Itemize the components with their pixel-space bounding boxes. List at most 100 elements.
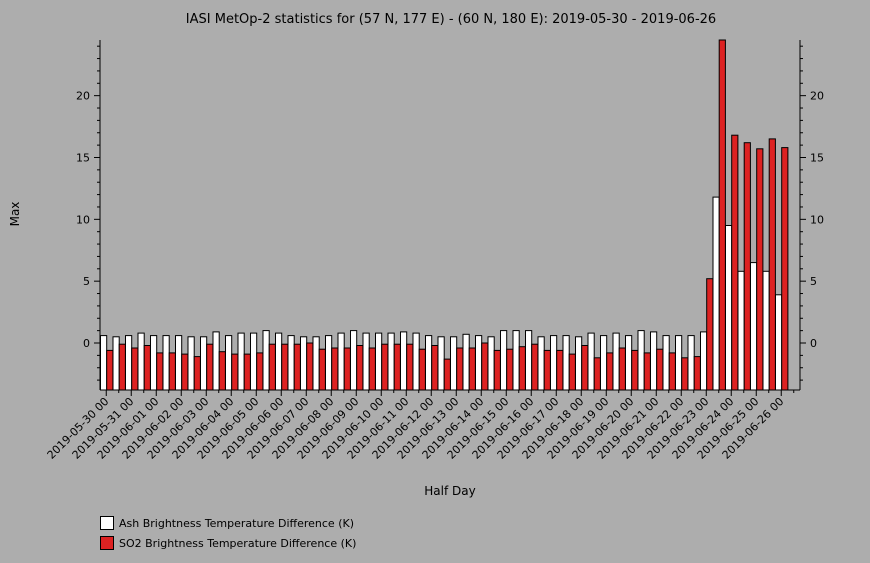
so2-bar-46	[681, 357, 689, 391]
ash-bar-2	[125, 335, 133, 391]
so2-bar-34	[531, 343, 539, 391]
ash-bar-37	[562, 335, 570, 391]
so2-bar-48	[706, 278, 714, 391]
so2-bar-5	[168, 352, 176, 391]
legend-item-ash: Ash Brightness Temperature Difference (K…	[100, 513, 356, 533]
y-tick-label-right-5: 5	[810, 275, 817, 288]
so2-bar-14	[281, 343, 289, 391]
so2-bar-33	[518, 346, 526, 391]
ash-bar-6	[175, 335, 183, 391]
ash-bar-51	[737, 270, 745, 391]
ash-bar-34	[525, 330, 533, 391]
so2-bar-3	[143, 345, 151, 391]
ash-bar-25	[412, 332, 420, 391]
ash-bar-23	[387, 332, 395, 391]
so2-bar-35	[543, 349, 551, 391]
ash-bar-3	[137, 332, 145, 391]
x-axis-label: Half Day	[424, 484, 475, 498]
ash-bar-26	[425, 335, 433, 391]
ash-bar-17	[312, 336, 320, 391]
y-tick-label-right-15: 15	[810, 151, 824, 164]
so2-bar-30	[481, 342, 489, 391]
ash-bar-52	[750, 262, 758, 391]
ash-bar-24	[400, 331, 408, 391]
so2-bar-53	[768, 138, 776, 391]
so2-bar-41	[618, 347, 626, 391]
y-tick-label-right-10: 10	[810, 213, 824, 226]
ash-bar-20	[350, 330, 358, 391]
ash-bar-12	[250, 332, 258, 391]
ash-bar-46	[675, 335, 683, 391]
so2-bar-24	[406, 343, 414, 391]
so2-bar-10	[231, 353, 239, 391]
y-tick-label-right-0: 0	[810, 337, 817, 350]
legend: Ash Brightness Temperature Difference (K…	[100, 513, 356, 553]
bars-group	[100, 39, 789, 391]
so2-bar-15	[293, 343, 301, 391]
ash-bar-32	[500, 330, 508, 391]
ash-bar-4	[150, 335, 158, 391]
so2-bar-29	[468, 347, 476, 391]
ash-bar-30	[475, 335, 483, 391]
y-tick-label-right-20: 20	[810, 90, 824, 103]
so2-bar-13	[268, 343, 276, 391]
so2-bar-37	[568, 353, 576, 391]
so2-bar-40	[606, 352, 614, 391]
ash-bar-45	[662, 335, 670, 391]
ash-bar-21	[362, 332, 370, 391]
so2-bar-2	[131, 347, 139, 391]
so2-bar-28	[456, 347, 464, 391]
so2-bar-36	[556, 349, 564, 391]
ash-bar-38	[575, 336, 583, 391]
ash-bar-7	[187, 336, 195, 391]
ash-bar-8	[200, 336, 208, 391]
so2-bar-19	[343, 347, 351, 391]
so2-bar-20	[356, 345, 364, 391]
so2-bar-51	[743, 142, 751, 391]
so2-bar-52	[756, 148, 764, 391]
ash-bar-43	[637, 330, 645, 391]
so2-bar-32	[506, 348, 514, 391]
ash-bar-33	[512, 330, 520, 391]
ash-bar-49	[712, 196, 720, 391]
so2-bar-23	[393, 343, 401, 391]
legend-swatch-ash	[100, 516, 114, 530]
ash-bar-19	[337, 332, 345, 391]
ash-bar-22	[375, 332, 383, 391]
ash-bar-29	[462, 333, 470, 391]
so2-bar-26	[431, 345, 439, 391]
ash-bar-13	[262, 330, 270, 391]
ash-bar-53	[762, 270, 770, 391]
legend-swatch-so2	[100, 536, 114, 550]
so2-bar-12	[256, 352, 264, 391]
so2-bar-43	[643, 352, 651, 391]
so2-bar-39	[593, 357, 601, 391]
ash-bar-11	[237, 332, 245, 391]
ash-bar-28	[450, 336, 458, 391]
so2-bar-22	[381, 343, 389, 391]
ash-bar-9	[212, 331, 220, 391]
so2-bar-6	[181, 353, 189, 391]
y-tick-label-left-20: 20	[76, 90, 90, 103]
ash-bar-5	[162, 335, 170, 391]
so2-bar-0	[106, 349, 114, 391]
so2-bar-49	[718, 39, 726, 391]
ash-bar-35	[537, 336, 545, 391]
so2-bar-44	[656, 348, 664, 391]
ash-bar-41	[612, 332, 620, 391]
ash-bar-47	[687, 335, 695, 391]
ash-bar-1	[112, 336, 120, 391]
ash-bar-0	[100, 335, 108, 391]
so2-bar-38	[581, 345, 589, 391]
ash-bar-18	[325, 335, 333, 391]
so2-bar-50	[731, 134, 739, 391]
so2-bar-11	[243, 353, 251, 391]
y-tick-label-left-0: 0	[83, 337, 90, 350]
so2-bar-45	[668, 352, 676, 391]
ash-bar-10	[225, 335, 233, 391]
so2-bar-16	[306, 342, 314, 391]
ash-bar-50	[725, 225, 733, 391]
ash-bar-27	[437, 336, 445, 391]
